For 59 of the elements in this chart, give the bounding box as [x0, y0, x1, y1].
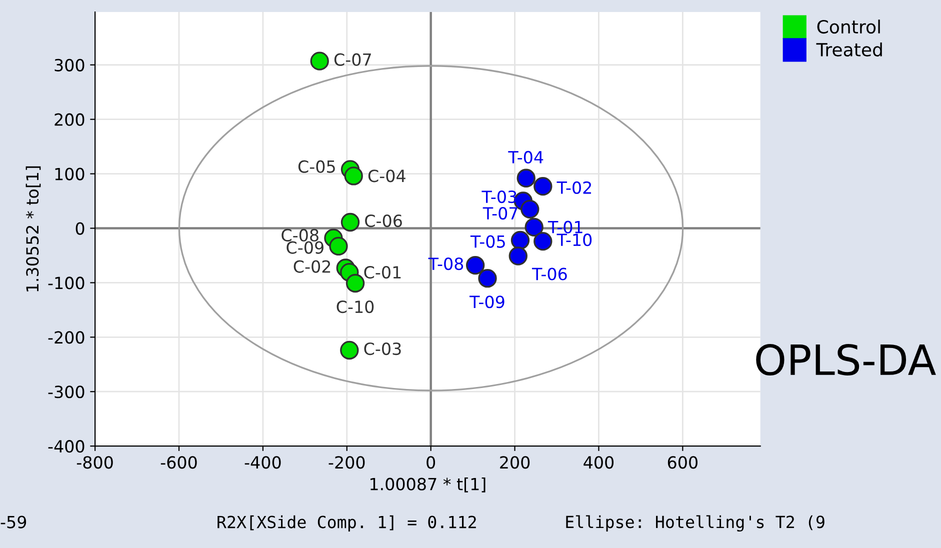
- point: [340, 212, 360, 232]
- legend-label: Control: [817, 20, 880, 34]
- data-label: C-09: [286, 241, 324, 254]
- data-label: T-05: [470, 235, 505, 248]
- data-label: C-10: [336, 300, 374, 314]
- data-label: T-08: [428, 258, 464, 270]
- x-tick-label: -200: [328, 456, 365, 469]
- point: [344, 166, 363, 186]
- y-tick-label: -300: [48, 386, 84, 398]
- text: Ellipse: Hotelling's T2 (9: [566, 515, 824, 532]
- data-label: T-03: [482, 190, 516, 204]
- y-tick-label: -400: [48, 440, 84, 453]
- y-axis-title: 1.30552 * to[1]: [26, 166, 41, 292]
- point: [508, 246, 528, 266]
- data-label: T-06: [532, 268, 567, 280]
- text: R2X[XSide Comp. 1] = 0.112: [218, 515, 476, 532]
- y-tick-label: 100: [55, 168, 84, 180]
- data-label: T-04: [508, 150, 544, 164]
- data-label: C-01: [364, 266, 401, 279]
- point: [310, 52, 329, 70]
- data-label: T-07: [482, 206, 518, 220]
- point: [516, 168, 536, 188]
- y-tick-label: -100: [48, 276, 84, 290]
- point: [346, 274, 365, 293]
- annotation: OPLS-DA: [756, 344, 936, 376]
- x-tick-label: 200: [500, 456, 530, 469]
- text: -59: [0, 516, 26, 528]
- point: [510, 230, 530, 250]
- data-label: C-04: [368, 170, 406, 182]
- data-label: C-06: [365, 214, 402, 228]
- point: [466, 256, 485, 275]
- point: [478, 269, 497, 288]
- point: [340, 340, 359, 360]
- x-tick-label: 0: [426, 456, 436, 469]
- point: [520, 200, 540, 219]
- y-tick-label: 200: [54, 113, 84, 126]
- data-label: C-07: [334, 53, 371, 66]
- point: [534, 232, 552, 251]
- data-label: C-03: [364, 342, 401, 356]
- point: [329, 236, 348, 256]
- data-label: C-08: [282, 228, 318, 242]
- data-label: T-01: [548, 220, 582, 234]
- x-tick-label: -400: [244, 456, 281, 469]
- data-label: T-10: [556, 234, 592, 246]
- x-tick-label: 400: [584, 456, 614, 469]
- point: [534, 176, 552, 196]
- data-label: C-02: [294, 260, 330, 273]
- x-tick-label: 600: [668, 456, 698, 469]
- y-tick-label: -200: [48, 331, 84, 344]
- x-axis-title: 1.00087 * t[1]: [370, 477, 486, 492]
- y-tick-label: 0: [76, 222, 84, 235]
- y-tick-label: 300: [54, 58, 84, 72]
- data-label: T-09: [470, 296, 504, 308]
- data-label: C-05: [298, 160, 335, 173]
- x-tick-label: -600: [160, 456, 197, 469]
- data-label: T-02: [556, 181, 592, 194]
- point: [524, 218, 544, 236]
- x-tick-label: -800: [76, 456, 113, 469]
- legend-label: Treated: [816, 42, 882, 56]
